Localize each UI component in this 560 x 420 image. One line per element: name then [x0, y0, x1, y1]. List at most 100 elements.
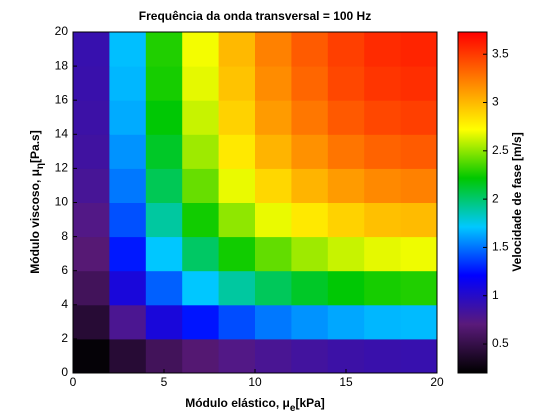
- heat-cell: [291, 270, 329, 306]
- heat-cell: [73, 236, 110, 272]
- heat-cell: [255, 270, 292, 306]
- heat-cell: [291, 304, 329, 340]
- heat-cell: [327, 134, 365, 169]
- heat-cell: [109, 304, 147, 340]
- heat-cell: [182, 202, 220, 238]
- heat-cell: [327, 32, 365, 67]
- y-label-sub: η: [35, 163, 46, 169]
- heat-cell: [182, 100, 220, 135]
- y-tick-label: 18: [55, 58, 69, 72]
- heat-cell: [255, 66, 292, 101]
- y-tick-label: 14: [55, 126, 69, 140]
- y-label-unit: [Pa.s]: [28, 130, 42, 163]
- heat-cell: [182, 168, 220, 203]
- heat-cell: [73, 66, 110, 101]
- heat-cell: [400, 304, 438, 340]
- heat-cell: [145, 134, 183, 169]
- heat-cell: [400, 32, 438, 67]
- heat-cell: [400, 134, 438, 169]
- heat-cell: [218, 236, 256, 272]
- heat-cell: [73, 134, 110, 169]
- heat-cell: [327, 236, 365, 272]
- heat-cell: [400, 202, 438, 238]
- heat-cell: [364, 304, 402, 340]
- heat-cell: [218, 32, 256, 67]
- heat-cell: [145, 304, 183, 340]
- heat-cell: [182, 236, 220, 272]
- heat-cell: [182, 270, 220, 306]
- heat-cell: [291, 100, 329, 135]
- heat-cell: [145, 168, 183, 203]
- heat-cell: [182, 32, 220, 67]
- colorbar-tick-label: 2.5: [492, 143, 509, 157]
- heat-cell: [400, 100, 438, 135]
- heat-cell: [327, 100, 365, 135]
- heat-cell: [109, 236, 147, 272]
- x-tick-label: 15: [339, 375, 353, 389]
- heat-cell: [291, 202, 329, 238]
- heat-cell: [364, 66, 402, 101]
- colorbar-tick-label: 1.5: [492, 240, 509, 254]
- heat-cell: [145, 202, 183, 238]
- y-tick-label: 20: [55, 24, 69, 38]
- heat-cell: [255, 168, 292, 203]
- heat-cell: [364, 134, 402, 169]
- y-tick-label: 10: [55, 195, 69, 209]
- heat-cell: [291, 134, 329, 169]
- heat-cell: [327, 168, 365, 203]
- x-label-sub: e: [290, 403, 296, 414]
- heat-cell: [327, 338, 365, 374]
- heat-cell: [182, 134, 220, 169]
- heat-cell: [255, 134, 292, 169]
- heat-cell: [400, 338, 438, 374]
- heat-cell: [255, 236, 292, 272]
- heat-cell: [364, 338, 402, 374]
- heat-cell: [218, 338, 256, 374]
- heat-cell: [327, 202, 365, 238]
- heat-cell: [327, 66, 365, 101]
- y-axis-label: Módulo viscoso, μη[Pa.s]: [28, 130, 45, 273]
- colorbar-tick-label: 0.5: [492, 336, 509, 350]
- heat-cell: [291, 338, 329, 374]
- heat-cell: [73, 304, 110, 340]
- colorbar-tick-label: 3: [492, 95, 499, 109]
- y-tick-label: 0: [61, 365, 68, 379]
- heat-cell: [73, 202, 110, 238]
- heat-cell: [291, 32, 329, 67]
- x-label-unit: [kPa]: [295, 396, 324, 410]
- heat-cell: [145, 338, 183, 374]
- x-tick-label: 10: [248, 375, 262, 389]
- heat-cell: [109, 270, 147, 306]
- heat-cell: [400, 270, 438, 306]
- heat-cell: [182, 66, 220, 101]
- heat-cell: [255, 100, 292, 135]
- heat-cell: [73, 270, 110, 306]
- colorbar: [457, 31, 488, 374]
- x-tick-label: 20: [430, 375, 444, 389]
- heat-cell: [145, 100, 183, 135]
- heat-cell: [182, 338, 220, 374]
- heat-cell: [255, 32, 292, 67]
- x-tick-label: 5: [161, 375, 168, 389]
- heat-cell: [218, 100, 256, 135]
- heat-cell: [145, 66, 183, 101]
- heat-cell: [109, 100, 147, 135]
- heat-cell: [73, 32, 110, 67]
- heat-cell: [109, 134, 147, 169]
- y-tick-label: 2: [61, 331, 68, 345]
- heat-cell: [218, 168, 256, 203]
- x-tick-label: 0: [70, 375, 77, 389]
- heat-cell: [109, 202, 147, 238]
- heat-cell: [400, 168, 438, 203]
- heat-cell: [145, 32, 183, 67]
- heat-cell: [364, 100, 402, 135]
- heat-cell: [109, 168, 147, 203]
- heat-cell: [400, 66, 438, 101]
- heat-cell: [327, 270, 365, 306]
- y-label-text: Módulo viscoso, μ: [28, 169, 42, 274]
- y-tick-label: 16: [55, 92, 69, 106]
- heat-cell: [145, 236, 183, 272]
- y-tick-label: 4: [61, 297, 68, 311]
- heat-cell: [255, 338, 292, 374]
